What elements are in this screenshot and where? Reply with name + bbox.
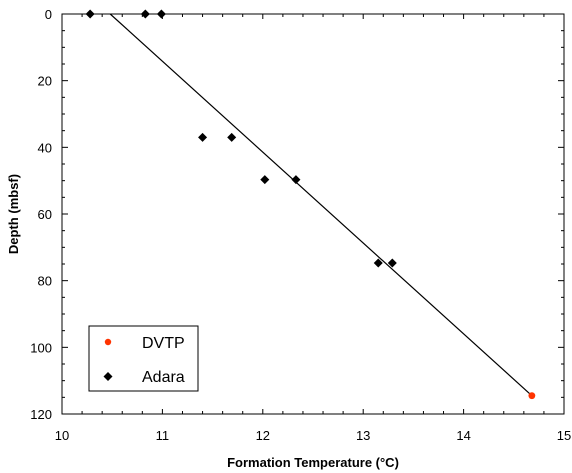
y-axis-title: Depth (mbsf) [6,174,21,254]
y-tick-label: 40 [38,140,52,155]
adara-point [156,9,166,19]
legend-marker-dvtp [104,338,112,346]
y-axis: 0 20 40 60 80 100 120 [30,7,564,422]
y-tick-label: 60 [38,207,52,222]
adara-point [140,9,150,19]
y-tick-label: 0 [45,7,52,22]
adara-point [387,258,397,268]
x-tick-label: 14 [456,428,470,443]
y-tick-label: 20 [38,74,52,89]
legend-marker-adara [103,372,113,381]
x-tick-label: 15 [557,428,571,443]
fit-line [109,13,533,397]
adara-point [198,132,208,142]
x-tick-label: 13 [356,428,370,443]
fit-line-group [109,13,533,397]
legend-label-adara: Adara [142,369,185,386]
adara-point [227,132,237,142]
x-tick-label: 11 [156,428,170,443]
adara-point [291,175,301,185]
x-axis: 10 11 12 13 14 15 [55,14,571,443]
adara-point [85,9,95,19]
x-axis-title: Formation Temperature (°C) [227,455,399,470]
data-points [85,9,536,400]
x-tick-label: 10 [55,428,69,443]
legend: DVTP Adara [88,325,199,392]
legend-label-dvtp: DVTP [142,335,185,352]
y-tick-label: 80 [38,274,52,289]
x-tick-label: 12 [256,428,270,443]
adara-point [373,258,383,268]
y-tick-label: 120 [30,407,52,422]
adara-point [260,175,270,185]
dvtp-point [528,392,536,400]
y-tick-label: 100 [30,340,52,355]
